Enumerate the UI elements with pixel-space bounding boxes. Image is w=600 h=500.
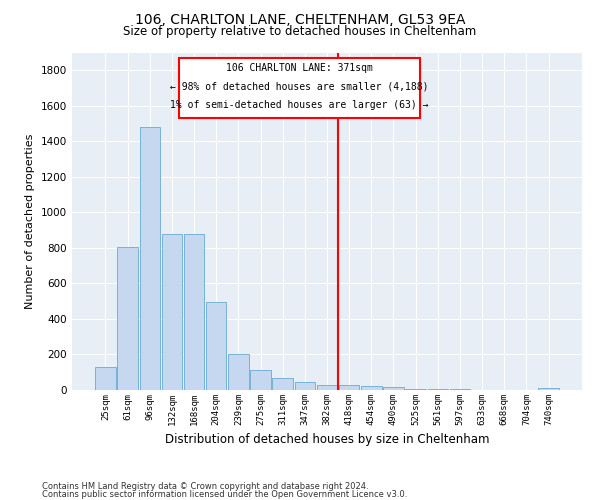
Bar xyxy=(184,234,204,390)
Bar xyxy=(179,58,420,118)
Text: 1% of semi-detached houses are larger (63) →: 1% of semi-detached houses are larger (6… xyxy=(170,100,428,110)
Text: Contains HM Land Registry data © Crown copyright and database right 2024.: Contains HM Land Registry data © Crown c… xyxy=(42,482,368,491)
Bar xyxy=(428,389,448,390)
Bar xyxy=(272,378,293,390)
Bar xyxy=(339,385,359,390)
Bar xyxy=(140,127,160,390)
Bar xyxy=(206,302,226,390)
Text: 106 CHARLTON LANE: 371sqm: 106 CHARLTON LANE: 371sqm xyxy=(226,64,373,74)
Bar xyxy=(295,382,315,390)
Bar xyxy=(361,386,382,390)
Y-axis label: Number of detached properties: Number of detached properties xyxy=(25,134,35,309)
Bar xyxy=(228,354,248,390)
Bar xyxy=(161,234,182,390)
Bar xyxy=(118,247,138,390)
Bar xyxy=(317,384,337,390)
Text: ← 98% of detached houses are smaller (4,188): ← 98% of detached houses are smaller (4,… xyxy=(170,82,428,92)
Text: Size of property relative to detached houses in Cheltenham: Size of property relative to detached ho… xyxy=(124,25,476,38)
Bar xyxy=(383,388,404,390)
Bar xyxy=(250,370,271,390)
Bar xyxy=(538,388,559,390)
Text: Contains public sector information licensed under the Open Government Licence v3: Contains public sector information licen… xyxy=(42,490,407,499)
X-axis label: Distribution of detached houses by size in Cheltenham: Distribution of detached houses by size … xyxy=(165,434,489,446)
Bar xyxy=(406,388,426,390)
Bar xyxy=(95,367,116,390)
Text: 106, CHARLTON LANE, CHELTENHAM, GL53 9EA: 106, CHARLTON LANE, CHELTENHAM, GL53 9EA xyxy=(135,12,465,26)
